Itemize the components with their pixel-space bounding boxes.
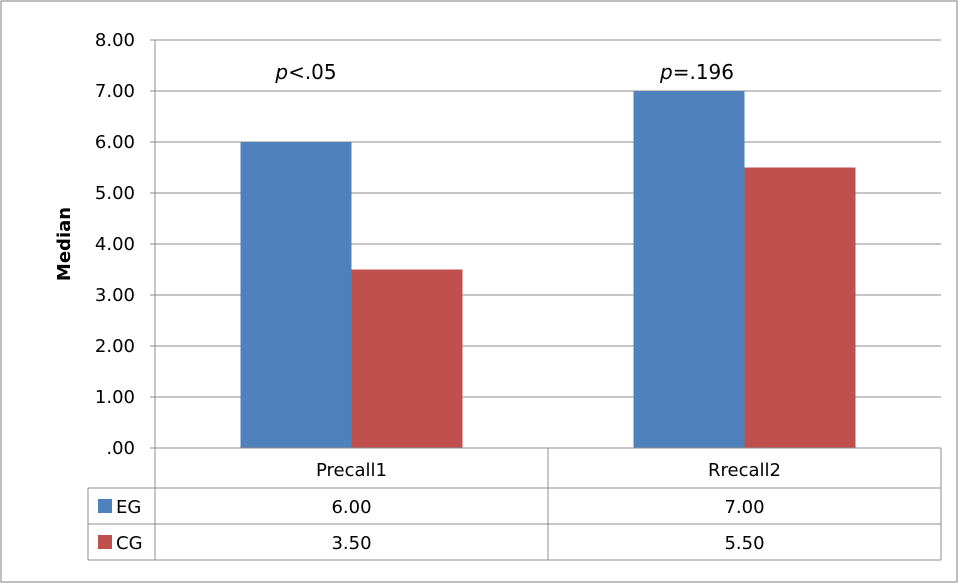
y-tick-label: 6.00: [95, 132, 135, 153]
table-value-cell: 3.50: [331, 533, 371, 554]
y-tick-label: 4.00: [95, 234, 135, 255]
p-value-annotation: p=.196: [659, 60, 734, 84]
y-tick-label: 8.00: [95, 30, 135, 51]
legend-swatch-eg: [98, 499, 112, 513]
bar-cg-rrecall2: [744, 167, 856, 448]
y-tick-label: 7.00: [95, 81, 135, 102]
legend-label-cg: CG: [116, 533, 143, 554]
p-symbol: p: [274, 60, 288, 84]
p-value-annotation: p<.05: [274, 60, 336, 84]
bar-eg-rrecall2: [633, 91, 745, 448]
bar-cg-precall1: [351, 269, 463, 448]
y-tick-label: 1.00: [95, 387, 135, 408]
y-tick-label: 3.00: [95, 285, 135, 306]
x-category-label: Rrecall2: [708, 460, 781, 481]
p-value-text: <.05: [288, 60, 337, 84]
y-axis-title: Median: [54, 207, 75, 281]
table-value-cell: 7.00: [724, 497, 764, 518]
x-category-label: Precall1: [316, 460, 387, 481]
p-symbol: p: [659, 60, 673, 84]
legend-swatch-cg: [98, 535, 112, 549]
y-tick-label: .00: [106, 438, 135, 459]
bar-eg-precall1: [240, 142, 352, 448]
y-tick-label: 5.00: [95, 183, 135, 204]
legend-label-eg: EG: [116, 497, 141, 518]
table-value-cell: 6.00: [331, 497, 371, 518]
y-tick-label: 2.00: [95, 336, 135, 357]
p-value-text: =.196: [673, 60, 734, 84]
table-value-cell: 5.50: [724, 533, 764, 554]
